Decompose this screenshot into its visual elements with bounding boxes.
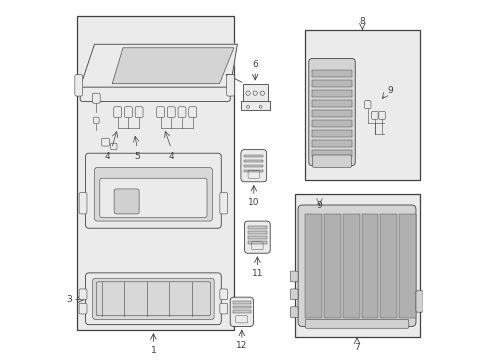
FancyBboxPatch shape [100, 178, 206, 217]
Bar [294, 194, 419, 337]
FancyBboxPatch shape [305, 319, 408, 328]
Bar [247, 241, 266, 244]
FancyBboxPatch shape [80, 87, 230, 102]
FancyBboxPatch shape [290, 271, 298, 282]
Bar [342, 214, 359, 318]
Bar [361, 214, 378, 318]
FancyBboxPatch shape [220, 289, 227, 300]
Bar [311, 111, 352, 117]
FancyBboxPatch shape [94, 167, 212, 221]
Text: 8: 8 [359, 17, 365, 26]
FancyBboxPatch shape [378, 111, 385, 119]
Bar [311, 80, 352, 87]
Bar [241, 102, 269, 111]
FancyBboxPatch shape [85, 153, 221, 228]
Text: 9: 9 [386, 86, 392, 95]
FancyBboxPatch shape [290, 307, 298, 318]
FancyBboxPatch shape [364, 101, 370, 109]
FancyBboxPatch shape [93, 117, 99, 123]
Text: 5: 5 [134, 152, 140, 161]
Polygon shape [112, 48, 233, 84]
FancyBboxPatch shape [92, 93, 100, 103]
Text: 4: 4 [168, 152, 174, 161]
Text: 4: 4 [104, 152, 110, 161]
Bar [233, 301, 250, 303]
FancyBboxPatch shape [114, 107, 122, 117]
Text: 7: 7 [353, 342, 359, 351]
FancyBboxPatch shape [156, 107, 164, 117]
Text: 11: 11 [251, 269, 263, 278]
Bar [244, 155, 263, 157]
Bar [311, 120, 352, 127]
Bar [77, 16, 233, 330]
Text: 3: 3 [66, 295, 72, 304]
Bar [247, 231, 266, 234]
Text: 1: 1 [150, 346, 156, 355]
FancyBboxPatch shape [85, 273, 221, 325]
Text: 9: 9 [316, 202, 322, 211]
FancyBboxPatch shape [167, 107, 175, 117]
FancyBboxPatch shape [226, 75, 234, 96]
FancyBboxPatch shape [220, 193, 227, 214]
FancyBboxPatch shape [79, 193, 87, 214]
FancyBboxPatch shape [244, 221, 270, 253]
Bar [311, 130, 352, 137]
Bar [247, 226, 266, 229]
FancyBboxPatch shape [110, 143, 117, 150]
FancyBboxPatch shape [124, 107, 132, 117]
FancyBboxPatch shape [114, 189, 139, 214]
Text: 2: 2 [244, 84, 250, 93]
Bar [311, 100, 352, 107]
Text: 10: 10 [247, 198, 259, 207]
FancyBboxPatch shape [290, 289, 298, 300]
FancyBboxPatch shape [79, 289, 87, 300]
FancyBboxPatch shape [415, 291, 422, 312]
Bar [311, 150, 352, 157]
FancyBboxPatch shape [79, 303, 87, 314]
FancyBboxPatch shape [312, 155, 351, 167]
FancyBboxPatch shape [102, 138, 109, 146]
Bar [233, 306, 250, 308]
Bar [244, 159, 263, 162]
Bar [380, 214, 396, 318]
FancyBboxPatch shape [220, 303, 227, 314]
Text: 6: 6 [252, 60, 258, 69]
FancyBboxPatch shape [93, 278, 214, 319]
Text: 12: 12 [236, 342, 247, 351]
FancyBboxPatch shape [298, 205, 415, 327]
Bar [233, 310, 250, 313]
Bar [305, 214, 321, 318]
Bar [311, 140, 352, 147]
Polygon shape [80, 44, 237, 87]
Bar [244, 170, 263, 172]
FancyBboxPatch shape [135, 107, 143, 117]
Bar [244, 165, 263, 167]
FancyBboxPatch shape [178, 107, 185, 117]
FancyBboxPatch shape [230, 297, 253, 327]
Bar [247, 236, 266, 239]
FancyBboxPatch shape [75, 75, 82, 96]
Bar [399, 214, 415, 318]
FancyBboxPatch shape [188, 107, 196, 117]
FancyBboxPatch shape [371, 111, 377, 119]
Bar [311, 70, 352, 77]
FancyBboxPatch shape [308, 59, 354, 166]
Bar [242, 84, 267, 103]
Bar [324, 214, 340, 318]
Bar [311, 90, 352, 97]
FancyBboxPatch shape [241, 150, 266, 182]
Bar [305, 30, 419, 180]
